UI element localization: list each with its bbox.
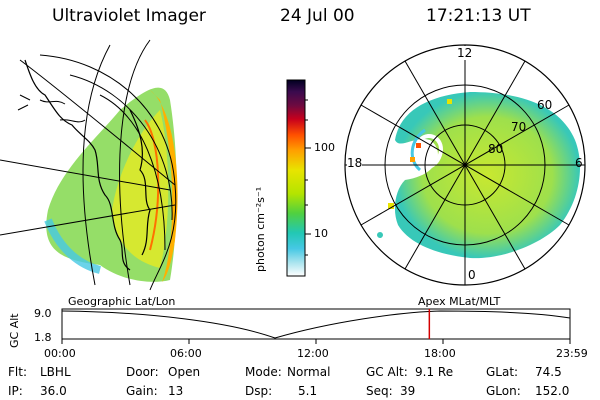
mlt-label-18: 18 — [347, 156, 363, 170]
door-label: Door: — [126, 365, 159, 379]
mlt-label-0: 0 — [468, 268, 476, 282]
altitude-tick-min: 1.8 — [34, 331, 52, 344]
projection-label-geo: Geographic Lat/Lon — [68, 295, 176, 308]
mlt-label-12: 12 — [457, 46, 473, 60]
image-date: 24 Jul 00 — [280, 6, 355, 26]
filter-value: LBHL — [40, 365, 71, 379]
time-tick-2359: 23:59 — [556, 347, 588, 360]
colorbar-tick-100: 100 — [314, 141, 335, 154]
glat-label: GLat: — [486, 365, 519, 379]
lat-label-60: 60 — [537, 98, 553, 112]
mode-value: Normal — [287, 365, 331, 379]
altitude-axis-label: GC Alt — [8, 313, 21, 348]
colorbar-unit-label: photon cm⁻²s⁻¹ — [254, 186, 267, 272]
time-tick-1200: 12:00 — [297, 347, 329, 360]
door-value: Open — [168, 365, 201, 379]
projection-label-apex: Apex MLat/MLT — [418, 295, 501, 308]
seq-value: 39 — [400, 384, 416, 398]
instrument-title: Ultraviolet Imager — [52, 6, 206, 26]
time-tick-0000: 00:00 — [44, 347, 76, 360]
time-tick-0600: 06:00 — [170, 347, 202, 360]
mode-label: Mode: — [245, 365, 282, 379]
glon-label: GLon: — [486, 384, 521, 398]
time-tick-1800: 18:00 — [424, 347, 456, 360]
dsp-value: 5.1 — [298, 384, 318, 398]
geographic-image — [0, 39, 178, 291]
dsp-label: Dsp: — [245, 384, 273, 398]
auroral-emission-polar — [394, 92, 580, 259]
image-time: 17:21:13 UT — [426, 6, 531, 26]
altitude-curve — [61, 310, 571, 339]
glon-value: 152.0 — [535, 384, 570, 398]
lat-label-70: 70 — [511, 120, 527, 134]
polar-plot — [344, 44, 586, 286]
lat-label-80: 80 — [488, 142, 504, 156]
glat-value: 74.5 — [535, 365, 562, 379]
colorbar — [286, 79, 311, 277]
gc-alt-label: GC Alt: — [366, 365, 408, 379]
gc-alt-value: 9.1 Re — [415, 365, 454, 379]
gain-value: 13 — [168, 384, 184, 398]
ip-value: 36.0 — [40, 384, 67, 398]
altitude-tick-max: 9.0 — [34, 307, 52, 320]
altitude-plot — [61, 308, 571, 344]
mlt-label-6: 6 — [575, 156, 583, 170]
colorbar-tick-10: 10 — [314, 227, 328, 240]
ip-label: IP: — [8, 384, 23, 398]
seq-label: Seq: — [366, 384, 393, 398]
gain-label: Gain: — [126, 384, 158, 398]
filter-label: Flt: — [8, 365, 27, 379]
